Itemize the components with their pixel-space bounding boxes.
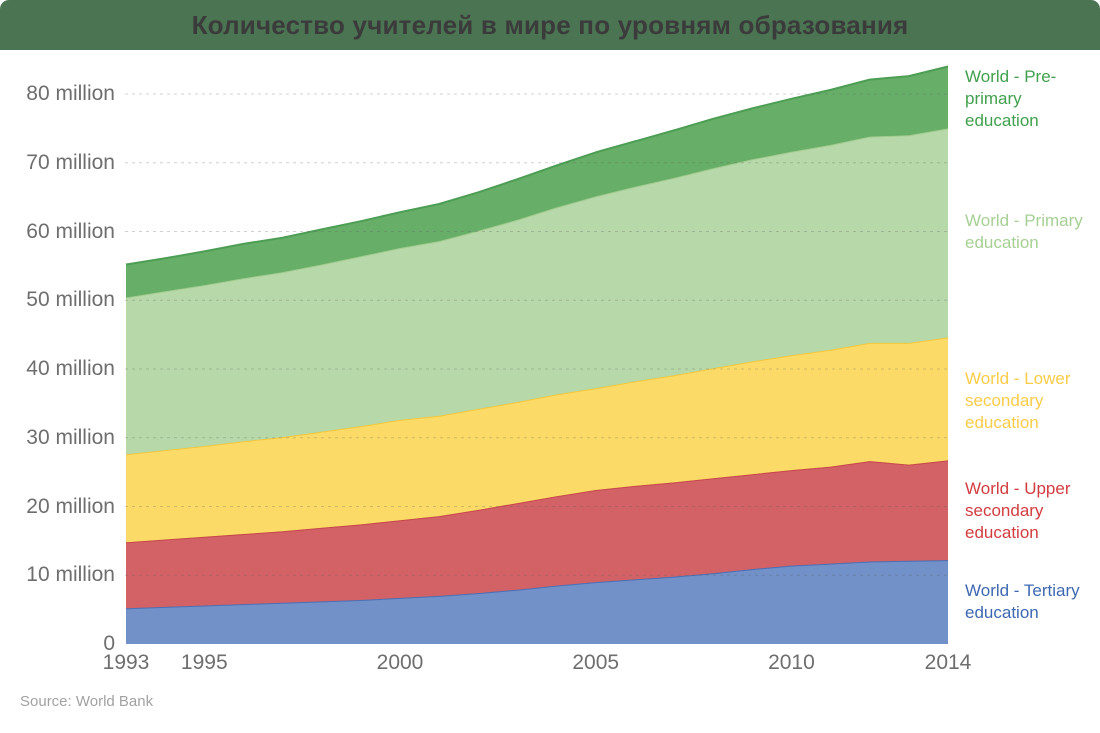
x-tick-label-2010: 2010 <box>768 651 815 674</box>
y-tick-label-10: 10 million <box>26 563 115 587</box>
area-upper-secondary <box>126 460 948 609</box>
y-tick-label-40: 40 million <box>26 357 115 380</box>
x-tick-label-1993: 1993 <box>102 651 150 674</box>
y-tick-label-50: 50 million <box>26 288 115 312</box>
legend-item-tertiary[interactable]: World - Tertiary education <box>965 581 1080 622</box>
y-tick-label-30: 30 million <box>26 425 115 449</box>
y-tick-label-0: 0 <box>103 632 115 655</box>
x-tick-label-2005: 2005 <box>572 651 620 674</box>
x-tick-label-2000: 2000 <box>376 651 424 674</box>
chart-title: Количество учителей в мире по уровням об… <box>191 9 909 40</box>
legend-item-primary[interactable]: World - Primary education <box>965 211 1083 252</box>
x-tick-label-2014: 2014 <box>924 651 972 674</box>
y-tick-label-20: 20 million <box>26 494 115 518</box>
area-primary <box>126 128 948 455</box>
legend-item-upper-secondary[interactable]: World - Upper secondary education <box>965 479 1071 542</box>
y-tick-label-60: 60 million <box>26 219 115 243</box>
area-tertiary <box>126 560 948 644</box>
area-top-line-pre-primary <box>125 65 949 266</box>
x-tick-label-1995: 1995 <box>180 651 228 674</box>
title-bar: Количество учителей в мире по уровням об… <box>0 0 1100 50</box>
y-tick-label-80: 80 million <box>26 82 115 105</box>
legend-item-pre-primary[interactable]: World - Pre-primary education <box>965 67 1057 130</box>
area-pre-primary <box>126 66 948 298</box>
area-lower-secondary <box>126 337 948 543</box>
y-tick-label-70: 70 million <box>26 150 115 174</box>
area-top-line-primary <box>125 127 949 299</box>
legend-item-lower-secondary[interactable]: World - Lower secondary education <box>965 369 1071 432</box>
source-note: Source: World Bank <box>20 693 154 710</box>
